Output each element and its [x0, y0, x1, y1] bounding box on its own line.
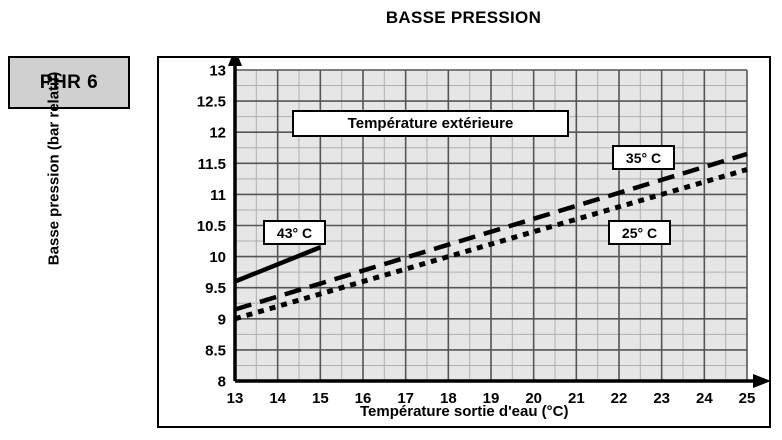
phr-badge-label: PHR 6 [39, 71, 99, 93]
x-tick-label: 18 [440, 390, 457, 407]
y-tick-label: 12.5 [197, 94, 226, 111]
series-line-0 [234, 245, 322, 284]
x-axis-tick-labels: 13 14 15 16 17 18 19 20 21 22 23 24 25 [227, 390, 756, 407]
series-label-43: 43° C [263, 220, 326, 245]
x-tick-label: 19 [483, 390, 500, 407]
axis-lines [228, 56, 771, 388]
data-series-lines [234, 151, 748, 322]
phr-badge: PHR 6 [8, 56, 130, 109]
y-tick-label: 8.5 [205, 342, 226, 359]
y-tick-label: 10.5 [197, 218, 226, 235]
y-axis-tick-labels: 8 8.5 9 9.5 10 10.5 11 11.5 12 12.5 13 [197, 63, 226, 391]
x-tick-label: 14 [269, 390, 286, 407]
y-tick-label: 11 [210, 187, 226, 204]
series-line-1 [234, 151, 748, 312]
x-tick-label: 13 [227, 390, 244, 407]
y-tick-label: 11.5 [198, 156, 226, 173]
x-tick-label: 15 [312, 390, 329, 407]
x-tick-label: 17 [397, 390, 414, 407]
x-tick-label: 16 [355, 390, 372, 407]
series-label-25: 25° C [608, 220, 671, 245]
chart-title: BASSE PRESSION [385, 8, 542, 27]
x-axis-title: Température sortie d'eau (°C) [360, 403, 569, 420]
y-tick-label: 10 [209, 249, 226, 266]
x-tick-label: 23 [653, 390, 670, 407]
x-tick-label: 21 [568, 390, 585, 407]
x-tick-label: 25 [739, 390, 756, 407]
y-tick-label: 8 [218, 374, 226, 391]
x-tick-label: 22 [611, 390, 628, 407]
y-axis-title: Basse pression (bar relatif) [45, 71, 63, 266]
y-tick-label: 12 [209, 125, 226, 142]
y-tick-label: 9 [218, 311, 226, 328]
x-tick-label: 24 [696, 390, 713, 407]
series-line-2 [234, 167, 748, 322]
x-tick-label: 20 [525, 390, 542, 407]
series-label-35: 35° C [612, 145, 675, 170]
y-tick-label: 9.5 [205, 280, 226, 297]
y-tick-label: 13 [209, 63, 226, 80]
legend-title-box: Température extérieure [292, 110, 569, 137]
